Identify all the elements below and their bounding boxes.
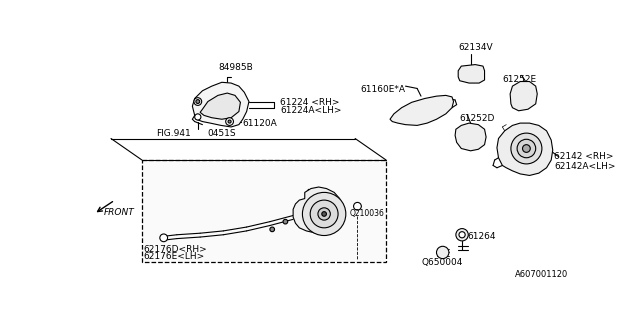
Text: A607001120: A607001120 bbox=[515, 270, 568, 279]
Text: FIG.941: FIG.941 bbox=[156, 129, 191, 138]
Circle shape bbox=[283, 219, 288, 224]
Polygon shape bbox=[455, 123, 486, 151]
Polygon shape bbox=[193, 82, 249, 127]
Polygon shape bbox=[497, 123, 553, 175]
Circle shape bbox=[511, 133, 542, 164]
Polygon shape bbox=[390, 95, 454, 125]
Polygon shape bbox=[510, 82, 537, 111]
Text: 62176E<LH>: 62176E<LH> bbox=[143, 252, 205, 261]
Circle shape bbox=[226, 118, 234, 125]
Circle shape bbox=[322, 212, 326, 216]
Circle shape bbox=[160, 234, 168, 242]
Circle shape bbox=[456, 228, 468, 241]
Text: Q650004: Q650004 bbox=[421, 258, 462, 267]
Text: 0451S: 0451S bbox=[208, 129, 237, 138]
Circle shape bbox=[195, 114, 201, 120]
Text: 61252D: 61252D bbox=[460, 114, 495, 123]
Text: 62134V: 62134V bbox=[458, 43, 493, 52]
Polygon shape bbox=[458, 65, 484, 83]
Circle shape bbox=[459, 232, 465, 238]
Text: 61264: 61264 bbox=[467, 232, 496, 241]
Circle shape bbox=[228, 120, 231, 123]
Circle shape bbox=[522, 145, 531, 152]
Text: 61224 <RH>: 61224 <RH> bbox=[280, 99, 339, 108]
Text: 61252E: 61252E bbox=[502, 75, 536, 84]
Circle shape bbox=[318, 208, 330, 220]
Circle shape bbox=[436, 246, 449, 259]
Circle shape bbox=[310, 200, 338, 228]
Circle shape bbox=[270, 227, 275, 232]
Bar bbox=[142, 160, 386, 262]
Text: 62176D<RH>: 62176D<RH> bbox=[143, 245, 207, 254]
Polygon shape bbox=[293, 187, 342, 233]
Circle shape bbox=[196, 100, 200, 103]
Text: 62142A<LH>: 62142A<LH> bbox=[554, 162, 616, 171]
Circle shape bbox=[303, 192, 346, 236]
Text: Q210036: Q210036 bbox=[349, 209, 385, 218]
Text: 61120A: 61120A bbox=[243, 119, 278, 128]
Text: 61224A<LH>: 61224A<LH> bbox=[280, 106, 342, 115]
Text: 61160E*A: 61160E*A bbox=[360, 84, 406, 93]
Polygon shape bbox=[200, 93, 241, 119]
Text: FRONT: FRONT bbox=[103, 208, 134, 217]
Text: 84985B: 84985B bbox=[218, 62, 253, 71]
Circle shape bbox=[194, 98, 202, 105]
Text: 62142 <RH>: 62142 <RH> bbox=[554, 152, 614, 161]
Circle shape bbox=[517, 139, 536, 158]
Circle shape bbox=[353, 203, 362, 210]
